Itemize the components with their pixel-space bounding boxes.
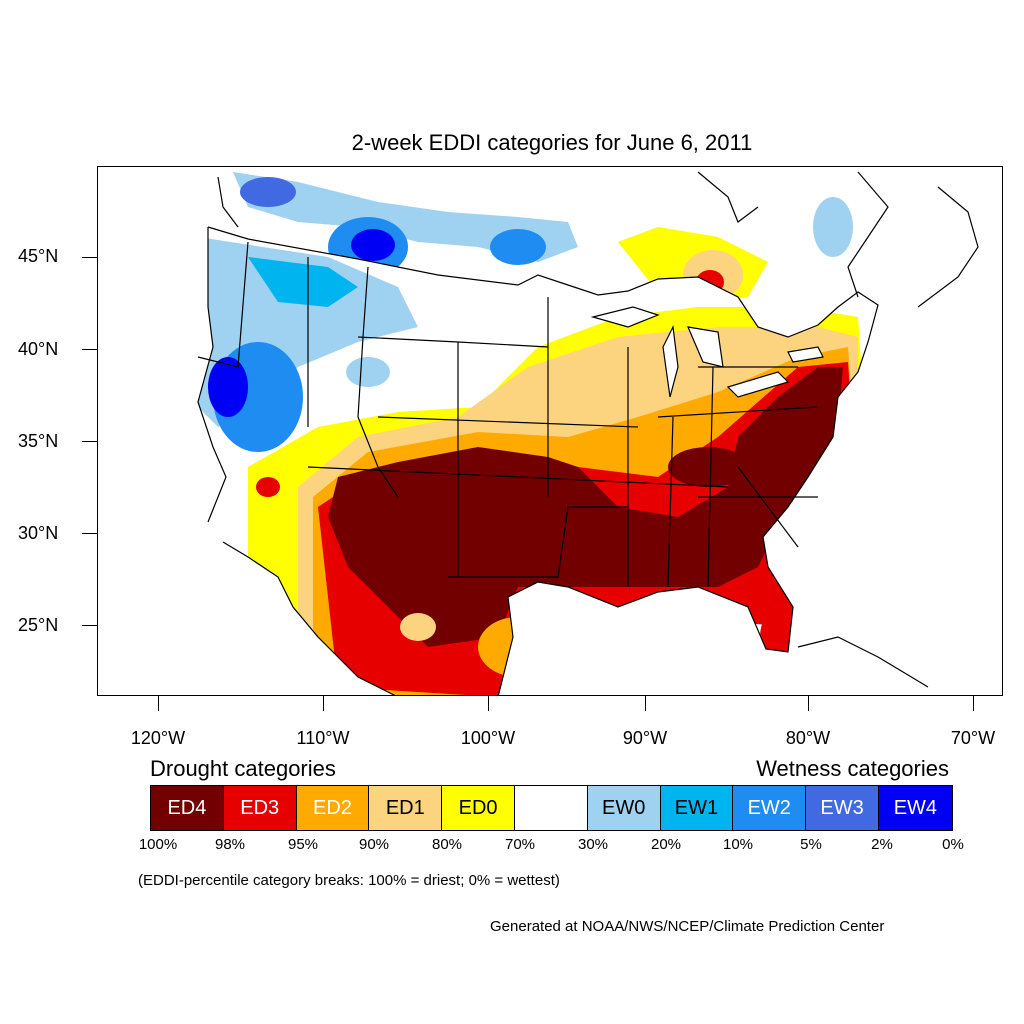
break-label: 100% xyxy=(138,836,178,853)
lat-tick xyxy=(82,349,97,350)
break-label: 98% xyxy=(214,836,246,853)
legend-box-ed3: ED3 xyxy=(223,786,297,830)
legend-box-neutral xyxy=(514,786,588,830)
lat-tick xyxy=(82,257,97,258)
break-label: 20% xyxy=(650,836,682,853)
break-label: 95% xyxy=(287,836,319,853)
break-label: 5% xyxy=(800,836,822,853)
legend-box-ed2: ED2 xyxy=(296,786,370,830)
break-label: 80% xyxy=(431,836,463,853)
lon-label-90: 90°W xyxy=(622,728,668,748)
map-title: 2-week EDDI categories for June 6, 2011 xyxy=(351,130,753,155)
lat-label-25: 25°N xyxy=(18,615,59,635)
lat-label-30: 30°N xyxy=(18,523,59,543)
legend-box-ed4: ED4 xyxy=(151,786,224,830)
credit-line: Generated at NOAA/NWS/NCEP/Climate Predi… xyxy=(490,918,885,935)
lon-label-120: 120°W xyxy=(130,728,186,748)
legend-box-ed1: ED1 xyxy=(369,786,443,830)
lon-label-70: 70°W xyxy=(950,728,996,748)
break-label: 70% xyxy=(504,836,536,853)
lon-tick xyxy=(323,696,324,711)
lon-tick xyxy=(158,696,159,711)
lon-label-110: 110°W xyxy=(296,728,350,748)
break-label: 90% xyxy=(358,836,390,853)
eddi-map xyxy=(97,166,1003,696)
legend-box-ew0: EW0 xyxy=(587,786,661,830)
lon-tick xyxy=(488,696,489,711)
break-label: 10% xyxy=(722,836,754,853)
category-legend: ED4 ED3 ED2 ED1 ED0 EW0 EW1 EW2 EW3 EW4 xyxy=(150,785,953,831)
lat-label-40: 40°N xyxy=(18,339,59,359)
break-label: 0% xyxy=(942,836,964,853)
legend-box-ew4: EW4 xyxy=(878,786,952,830)
break-label: 30% xyxy=(577,836,609,853)
lat-tick xyxy=(82,441,97,442)
legend-box-ew3: EW3 xyxy=(806,786,879,830)
lat-label-45: 45°N xyxy=(18,246,59,266)
drought-heading: Drought categories xyxy=(150,756,336,781)
category-note: (EDDI-percentile category breaks: 100% =… xyxy=(138,872,560,889)
map-canvas xyxy=(197,171,979,695)
lon-label-100: 100°W xyxy=(460,728,516,748)
legend-box-ew2: EW2 xyxy=(733,786,807,830)
lat-label-35: 35°N xyxy=(18,431,59,451)
lon-tick xyxy=(645,696,646,711)
lat-tick xyxy=(82,533,97,534)
lon-tick xyxy=(808,696,809,711)
lat-tick xyxy=(82,625,97,626)
wetness-heading: Wetness categories xyxy=(756,756,949,781)
break-label: 2% xyxy=(871,836,893,853)
lon-tick xyxy=(973,696,974,711)
lon-label-80: 80°W xyxy=(785,728,831,748)
legend-box-ed0: ED0 xyxy=(442,786,515,830)
legend-box-ew1: EW1 xyxy=(660,786,734,830)
